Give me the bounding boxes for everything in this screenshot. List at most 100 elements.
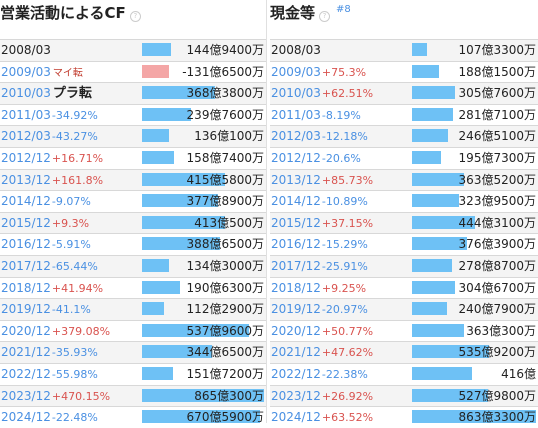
- period-link[interactable]: 2011/03: [1, 107, 51, 122]
- period-link[interactable]: 2013/12: [1, 172, 51, 187]
- row-label: 2016/12-15.29%: [271, 234, 368, 255]
- row-label: 2014/12-10.89%: [271, 191, 368, 212]
- value-bar: [142, 194, 218, 208]
- period-link[interactable]: 2012/12: [271, 150, 321, 165]
- change-percent: +85.73%: [321, 173, 374, 187]
- period-link[interactable]: 2020/12: [1, 323, 51, 338]
- period-link[interactable]: 2024/12: [271, 410, 321, 425]
- change-percent: +26.92%: [321, 389, 374, 403]
- value-bar: [142, 345, 212, 359]
- row-label: 2020/12+379.08%: [1, 321, 110, 342]
- table-row: 2019/12-20.97% 240億7900万: [270, 298, 538, 320]
- row-value: 195億7300万: [458, 150, 536, 165]
- period-link[interactable]: 2010/03: [271, 86, 321, 101]
- row-value: 368億3800万: [186, 86, 264, 101]
- period-link[interactable]: 2009/03: [271, 64, 321, 79]
- period-link[interactable]: 2021/12: [271, 345, 321, 360]
- table-row: 2024/12+63.52% 863億3300万: [270, 406, 538, 428]
- period-link[interactable]: 2016/12: [1, 237, 51, 252]
- row-label: 2021/12-35.93%: [1, 342, 98, 363]
- change-percent: +379.08%: [51, 324, 111, 338]
- change-percent: -55.98%: [51, 367, 98, 381]
- operating-cf-title: 営業活動によるCF: [0, 4, 126, 22]
- period-link[interactable]: 2013/12: [271, 172, 321, 187]
- period-link[interactable]: 2018/12: [271, 280, 321, 295]
- period-link[interactable]: 2012/03: [1, 129, 51, 144]
- value-bar: [142, 129, 169, 143]
- table-row: 2014/12-10.89% 323億9500万: [270, 190, 538, 212]
- change-percent: +75.3%: [321, 65, 367, 79]
- period-link[interactable]: 2021/12: [1, 345, 51, 360]
- period-link[interactable]: 2012/12: [1, 150, 51, 165]
- period-link[interactable]: 2011/03: [271, 107, 321, 122]
- row-value: 865億300万: [194, 388, 264, 403]
- change-percent: -5.91%: [51, 238, 91, 252]
- period-link[interactable]: 2017/12: [1, 258, 51, 273]
- period-link[interactable]: 2019/12: [1, 302, 51, 317]
- period-link[interactable]: 2023/12: [271, 388, 321, 403]
- row-value: 188億1500万: [458, 64, 536, 79]
- table-row: 2012/12+16.71% 158億7400万: [0, 146, 266, 169]
- change-percent: +9.25%: [321, 281, 367, 295]
- row-value: 413億500万: [194, 215, 264, 230]
- table-row: 2015/12+9.3% 413億500万: [0, 211, 266, 234]
- change-percent: -25.91%: [321, 259, 368, 273]
- table-row: 2015/12+37.15% 444億3100万: [270, 211, 538, 234]
- help-icon[interactable]: ?: [129, 11, 141, 22]
- period-link[interactable]: 2022/12: [1, 366, 51, 381]
- period-link[interactable]: 2019/12: [271, 302, 321, 317]
- row-value: 136億100万: [194, 129, 264, 144]
- period-link[interactable]: 2018/12: [1, 280, 51, 295]
- change-percent: +47.62%: [321, 346, 374, 360]
- row-label: 2016/12-5.91%: [1, 234, 91, 255]
- table-row: 2020/12+379.08% 537億9600万: [0, 319, 266, 342]
- row-value: 670億5900万: [186, 410, 264, 425]
- period-link[interactable]: 2017/12: [271, 258, 321, 273]
- change-percent: +37.15%: [321, 216, 374, 230]
- period-link[interactable]: 2014/12: [1, 194, 51, 209]
- period-link[interactable]: 2012/03: [271, 129, 321, 144]
- help-icon[interactable]: ?: [319, 11, 331, 22]
- row-value: 363億300万: [466, 323, 536, 338]
- row-label: 2018/12+41.94%: [1, 278, 103, 299]
- row-value: 190億6300万: [186, 280, 264, 295]
- value-bar: [142, 172, 225, 186]
- period-link[interactable]: 2024/12: [1, 410, 51, 425]
- change-percent: +9.3%: [51, 216, 90, 230]
- row-value: -131億6500万: [182, 64, 264, 79]
- table-row: 2021/12+47.62% 535億9200万: [270, 341, 538, 363]
- rank-badge[interactable]: #8: [336, 4, 351, 15]
- table-row: 2020/12+50.77% 363億300万: [270, 319, 538, 342]
- change-percent: -65.44%: [51, 259, 98, 273]
- period-link[interactable]: 2016/12: [271, 237, 321, 252]
- period-link[interactable]: 2009/03: [1, 64, 51, 79]
- row-label: 2021/12+47.62%: [271, 342, 373, 363]
- row-label: 2012/12+16.71%: [1, 148, 103, 169]
- change-percent: -34.92%: [51, 108, 98, 122]
- row-label: 2024/12-22.48%: [1, 407, 98, 428]
- value-bar: [412, 323, 464, 337]
- period-link[interactable]: 2015/12: [271, 215, 321, 230]
- table-row: 2021/12-35.93% 344億6500万: [0, 341, 266, 363]
- table-row: 2019/12-41.1% 112億2900万: [0, 298, 266, 320]
- period-link[interactable]: 2015/12: [1, 215, 51, 230]
- change-percent: -15.29%: [321, 238, 368, 252]
- period-link[interactable]: 2023/12: [1, 388, 51, 403]
- period-link[interactable]: 2014/12: [271, 194, 321, 209]
- change-percent: -10.89%: [321, 195, 368, 209]
- value-bar: [412, 410, 536, 424]
- period-link[interactable]: 2010/03: [1, 86, 51, 101]
- value-bar: [412, 107, 453, 121]
- table-row: 2024/12-22.48% 670億5900万: [0, 406, 266, 428]
- table-row: 2023/12+470.15% 865億300万: [0, 384, 266, 407]
- change-percent: +161.8%: [51, 173, 104, 187]
- row-value: 134億3000万: [186, 258, 264, 273]
- value-bar: [142, 64, 169, 78]
- row-value: 323億9500万: [458, 194, 536, 209]
- value-bar: [142, 302, 164, 316]
- period-link[interactable]: 2020/12: [271, 323, 321, 338]
- table-row: 2018/12+9.25% 304億6700万: [270, 276, 538, 299]
- period-link[interactable]: 2022/12: [271, 366, 321, 381]
- table-row: 2016/12-15.29% 376億3900万: [270, 233, 538, 255]
